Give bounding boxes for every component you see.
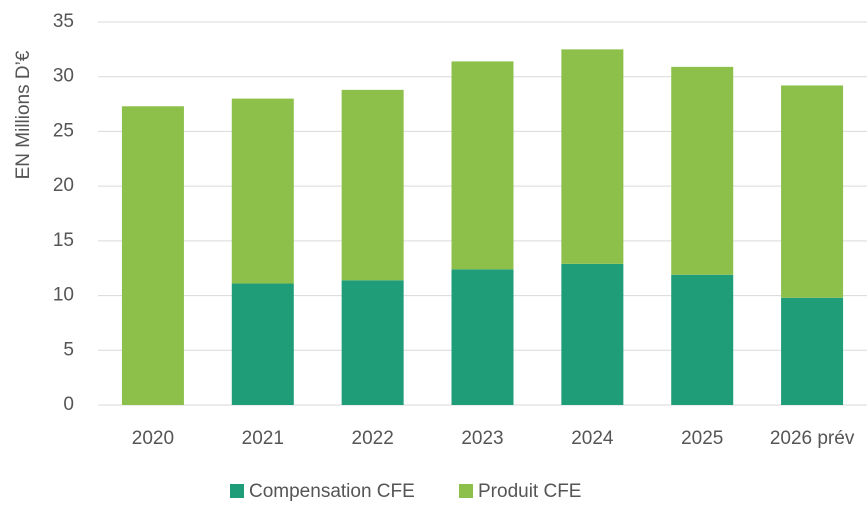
bar-segment xyxy=(561,263,624,405)
y-tick-label: 0 xyxy=(63,394,74,415)
y-tick-label: 5 xyxy=(63,339,74,360)
y-axis-title: EN Millions D’€ xyxy=(13,50,34,179)
legend-swatch xyxy=(230,484,244,498)
legend-label: Compensation CFE xyxy=(249,481,415,502)
x-tick-label: 2024 xyxy=(571,428,614,449)
y-tick-label: 30 xyxy=(53,66,74,87)
legend-swatch xyxy=(459,484,473,498)
y-tick-label: 20 xyxy=(53,175,74,196)
x-tick-label: 2026 prév xyxy=(770,428,855,449)
bar-segment xyxy=(121,106,184,405)
x-tick-label: 2020 xyxy=(132,428,174,449)
y-tick-label: 10 xyxy=(53,285,74,306)
bar-segment xyxy=(451,61,514,270)
bar-segment xyxy=(671,66,734,275)
x-tick-label: 2023 xyxy=(461,428,503,449)
x-tick-label: 2022 xyxy=(352,428,394,449)
bar-segment xyxy=(231,283,294,405)
bar-segment xyxy=(231,98,294,284)
bar-segment xyxy=(781,85,844,298)
bar-segment xyxy=(341,280,404,405)
bar-segment xyxy=(341,89,404,281)
x-tick-label: 2025 xyxy=(681,428,723,449)
bar-segment xyxy=(451,269,514,405)
y-tick-label: 15 xyxy=(53,230,74,251)
y-tick-label: 35 xyxy=(53,11,74,32)
bar-segment xyxy=(561,49,624,264)
legend-label: Produit CFE xyxy=(478,481,581,502)
y-tick-label: 25 xyxy=(53,120,74,141)
x-tick-label: 2021 xyxy=(242,428,284,449)
bar-segment xyxy=(781,297,844,405)
bar-segment xyxy=(671,274,734,405)
